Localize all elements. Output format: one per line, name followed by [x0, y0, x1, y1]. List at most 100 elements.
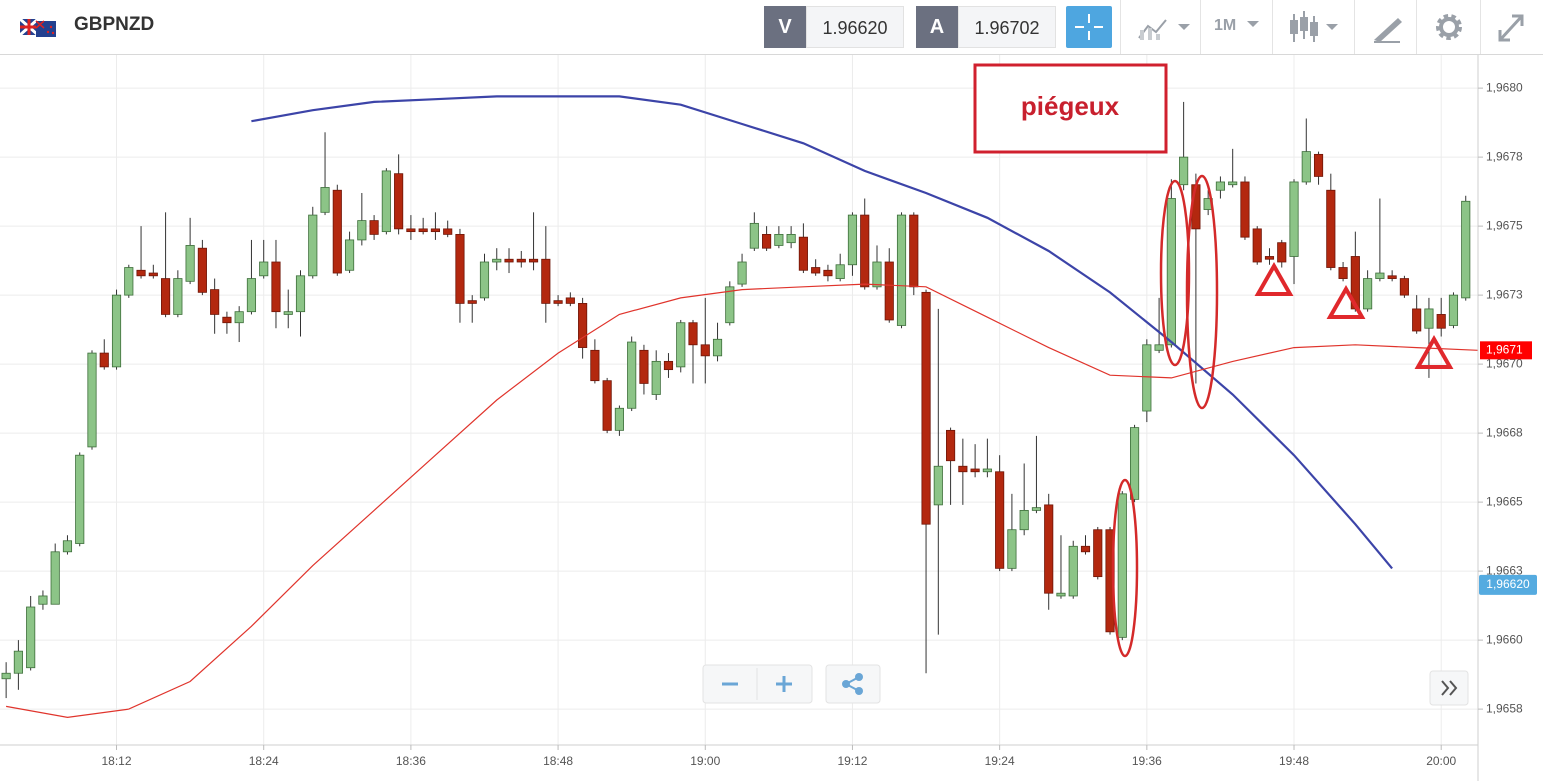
scroll-end-icon	[1441, 680, 1458, 696]
candle-body	[1313, 153, 1324, 177]
candle-body	[1093, 529, 1103, 578]
candle-body	[50, 551, 60, 605]
candle-body	[75, 454, 85, 544]
candle-body	[798, 236, 808, 271]
y-tick-label: 1,9658	[1486, 701, 1523, 715]
candle-body	[1129, 427, 1140, 500]
zoom-controls	[702, 664, 1469, 706]
x-tick-label: 18:48	[543, 754, 573, 768]
annotation-box	[973, 63, 1168, 154]
candle-body	[381, 170, 391, 233]
share-button[interactable]	[825, 664, 881, 704]
dropdown-arrow	[1247, 21, 1259, 27]
candle-body	[283, 311, 293, 315]
candle-body	[246, 278, 257, 313]
x-tick-label: 19:24	[985, 754, 1015, 768]
candle-body	[38, 595, 48, 605]
timeframe[interactable]: 1M	[1214, 17, 1237, 34]
candle-body	[1375, 272, 1385, 279]
candle-body	[946, 429, 956, 462]
candle-body	[1436, 314, 1446, 329]
candle-body	[995, 471, 1005, 569]
candle-body	[357, 220, 367, 241]
candle-body	[1387, 275, 1397, 279]
candle-body	[197, 247, 207, 293]
candle-body	[320, 187, 330, 213]
candle-body	[1252, 228, 1262, 263]
candle-body	[688, 322, 698, 346]
highlight-ellipse	[1159, 179, 1191, 367]
bid-price[interactable]: 1.96620	[806, 6, 904, 48]
candle-body	[418, 228, 428, 233]
y-tick-label: 1,9678	[1486, 149, 1523, 163]
y-tick-label: 1,9663	[1486, 563, 1523, 577]
candle-style-button[interactable]	[1286, 6, 1346, 48]
candle-body	[516, 258, 526, 263]
candle-body	[222, 316, 232, 324]
candle-body	[1412, 308, 1422, 332]
candle-body	[406, 228, 416, 233]
candle-body	[1399, 278, 1409, 296]
x-tick-label: 19:12	[837, 754, 867, 768]
axes: 1,9680 1,9678 1,9675 1,9673 1,9670 1,9668 1,96…	[0, 55, 1537, 781]
triangle-marker	[1414, 334, 1454, 369]
separator	[1272, 0, 1273, 54]
current-price-box	[1479, 574, 1537, 595]
separator	[1416, 0, 1417, 54]
candle-body	[1179, 156, 1189, 186]
candle-body	[847, 214, 858, 266]
candle-body	[430, 228, 440, 233]
candle-body	[1056, 592, 1066, 597]
plot-area	[1, 95, 1478, 719]
candle-body	[1166, 198, 1176, 346]
candle-body	[933, 465, 943, 506]
x-tick-label: 20:00	[1426, 754, 1456, 768]
fullscreen-button[interactable]	[1494, 6, 1528, 48]
candle-body	[1215, 181, 1225, 191]
candle-body	[676, 322, 686, 368]
candle-body	[1031, 507, 1042, 511]
candle-body	[1424, 308, 1434, 329]
separator	[1120, 0, 1121, 54]
candle-body	[1154, 344, 1164, 351]
candle-body	[1277, 242, 1287, 263]
candle-body	[835, 264, 845, 279]
candle-body	[1142, 344, 1152, 412]
candle-body	[872, 261, 882, 288]
settings-button[interactable]	[1432, 6, 1466, 48]
candle-body	[1044, 504, 1054, 594]
candle-body	[958, 465, 968, 473]
candle-body	[627, 341, 637, 409]
ask-price[interactable]: 1.96702	[958, 6, 1056, 48]
candle-body	[124, 267, 134, 296]
x-tick-label: 18:12	[102, 754, 132, 768]
draw-button[interactable]	[1370, 6, 1404, 48]
candle-body	[1019, 509, 1029, 531]
candle-body	[553, 300, 563, 304]
zoom-in[interactable]	[776, 676, 792, 692]
separator	[1200, 0, 1201, 54]
candle-body	[1301, 151, 1311, 183]
x-tick-label: 19:36	[1132, 754, 1162, 768]
candle-body	[774, 233, 784, 246]
candle-body	[590, 349, 600, 382]
chart-type-button[interactable]	[1134, 6, 1194, 48]
candle-body	[161, 278, 171, 315]
candle-body	[13, 650, 23, 674]
y-tick-label: 1,9668	[1486, 425, 1523, 439]
candle-body	[62, 540, 73, 553]
candle-body	[1363, 278, 1373, 310]
candle-body	[99, 352, 109, 368]
candle-body	[344, 239, 355, 271]
y-tick-label: 1,9670	[1486, 356, 1523, 370]
candle-body	[602, 380, 612, 431]
candle-body	[700, 344, 710, 357]
candle-body	[492, 258, 502, 263]
candle-body	[725, 286, 735, 324]
bid-label: V	[764, 6, 806, 48]
crosshair-button[interactable]	[1066, 6, 1112, 48]
candle-body	[271, 261, 281, 313]
candle-body	[185, 245, 195, 282]
